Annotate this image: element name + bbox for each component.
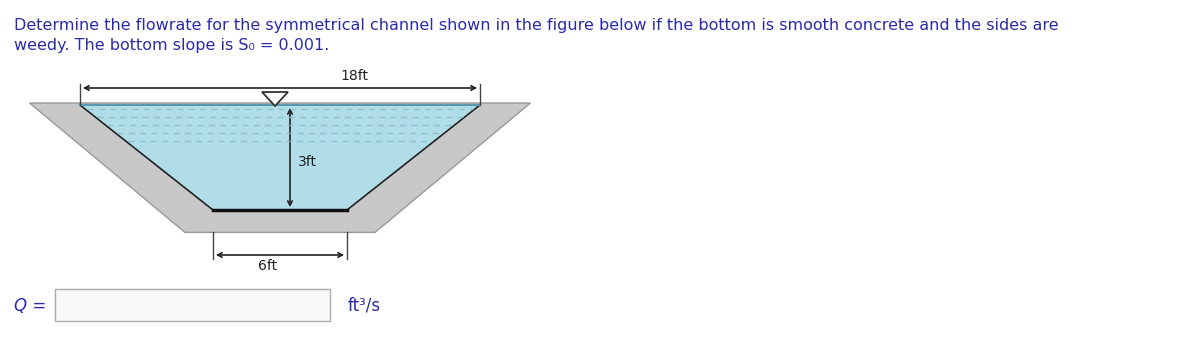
Text: 6ft: 6ft (258, 259, 277, 273)
Text: 18ft: 18ft (340, 69, 368, 83)
Text: Determine the flowrate for the symmetrical channel shown in the figure below if : Determine the flowrate for the symmetric… (14, 18, 1058, 33)
Text: ft³/s: ft³/s (348, 297, 382, 315)
Polygon shape (262, 92, 288, 106)
Bar (55, 289, 330, 321)
Polygon shape (30, 103, 530, 232)
Text: 3ft: 3ft (298, 156, 317, 170)
Text: weedy. The bottom slope is S₀ = 0.001.: weedy. The bottom slope is S₀ = 0.001. (14, 38, 329, 53)
Polygon shape (80, 105, 480, 210)
Text: Q =: Q = (14, 297, 47, 315)
